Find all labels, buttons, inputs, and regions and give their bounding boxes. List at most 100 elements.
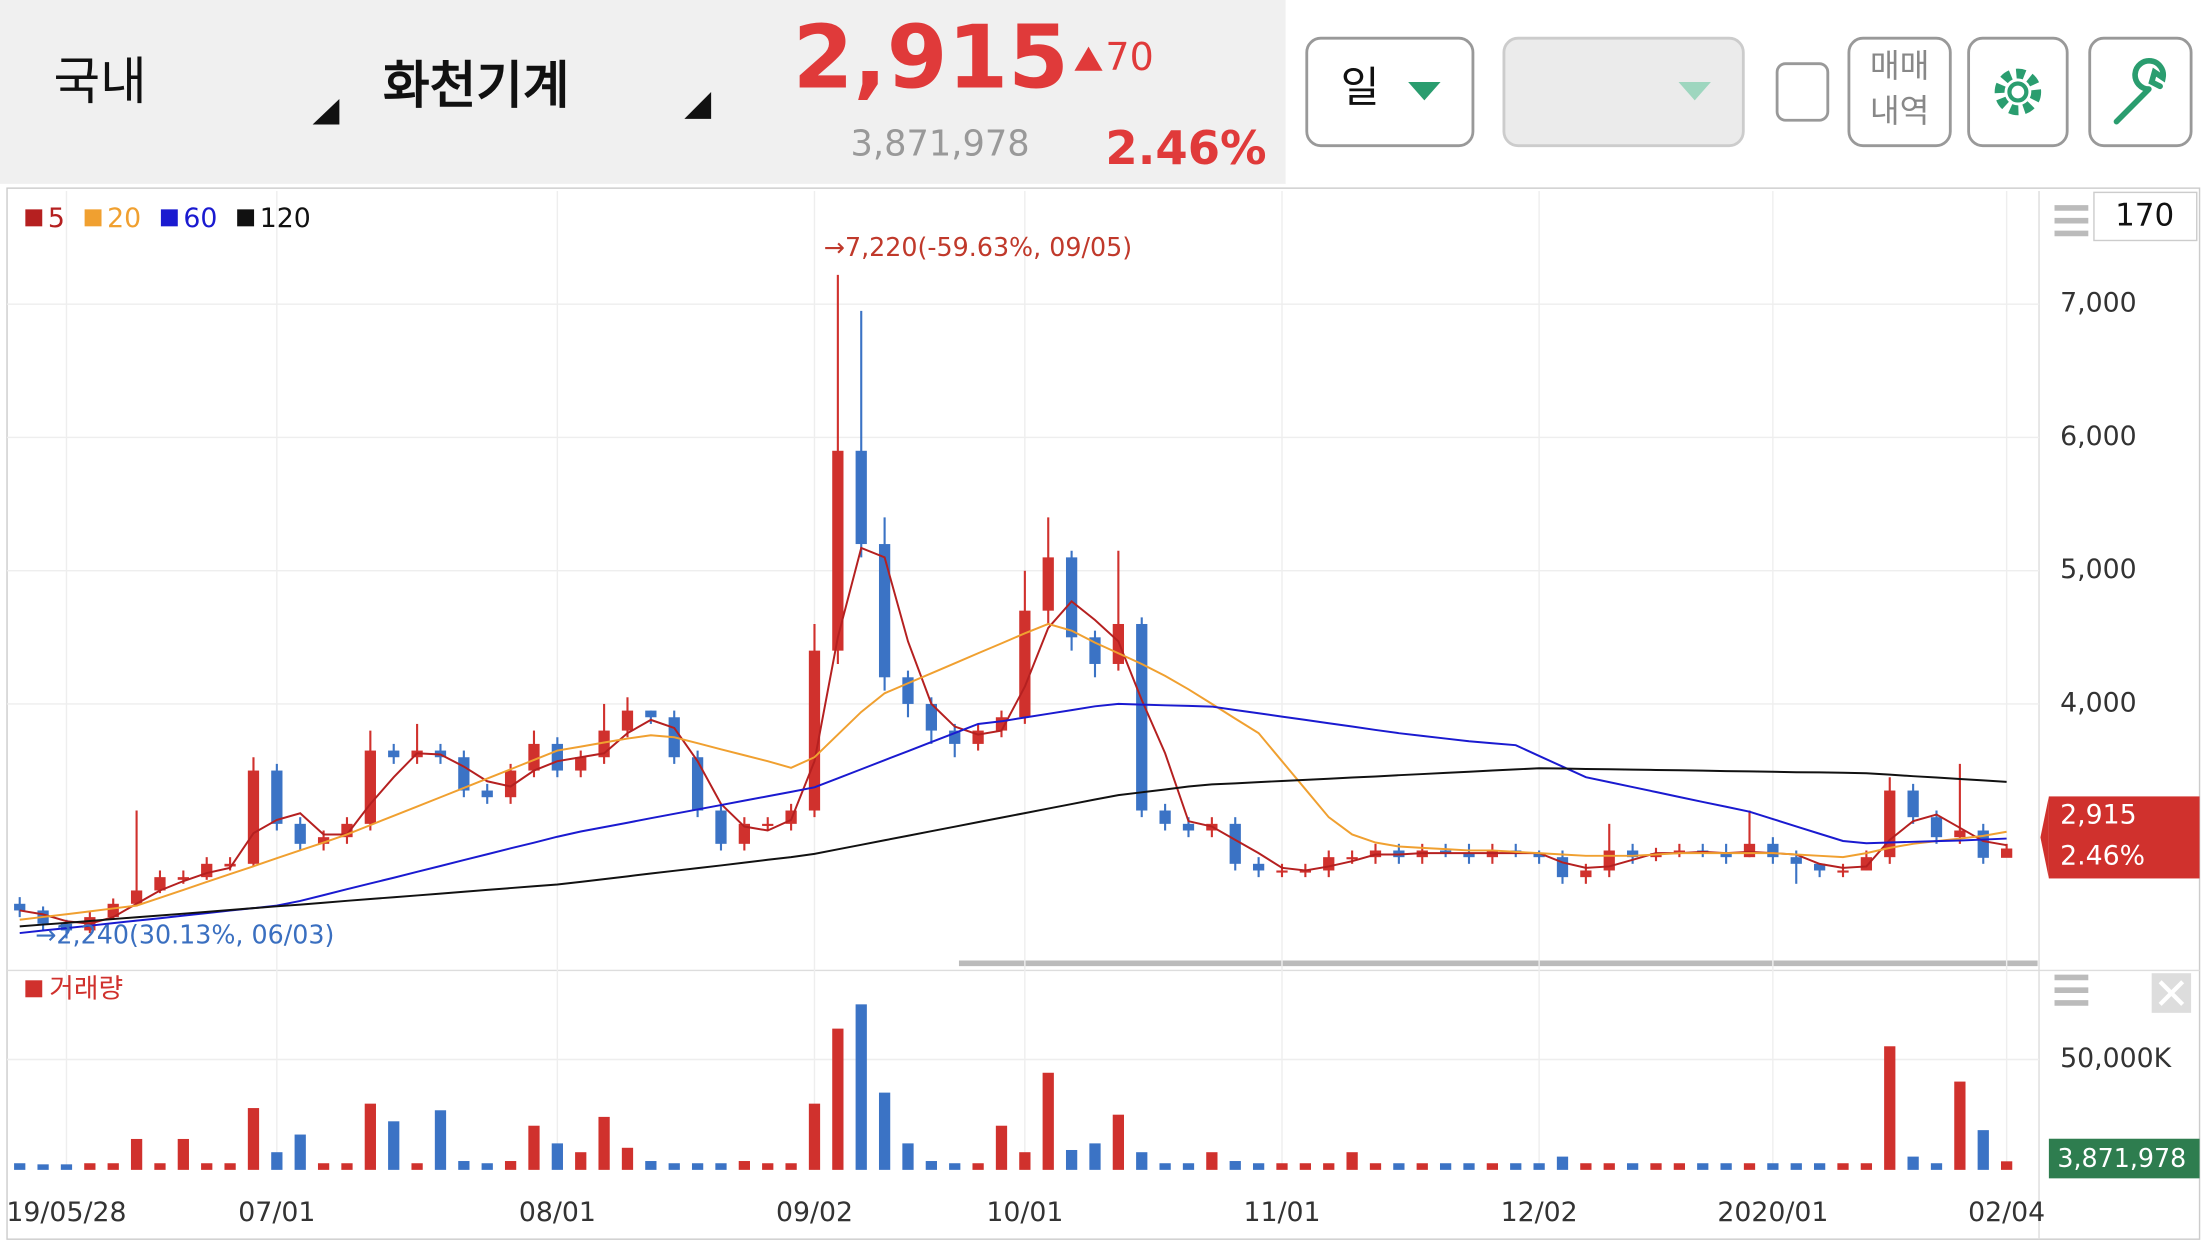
period-select[interactable] xyxy=(1305,36,1475,148)
option-select[interactable] xyxy=(1502,36,1745,148)
volume-bar xyxy=(1580,1163,1592,1170)
volume-box xyxy=(2048,1138,2200,1179)
candle-body xyxy=(785,810,797,824)
price-box xyxy=(2048,796,2200,879)
count-box[interactable] xyxy=(2093,191,2198,242)
volume-bar xyxy=(247,1108,260,1170)
volume-bar xyxy=(551,1143,563,1170)
candle-body xyxy=(528,743,540,771)
chart-layer: 4,000 5,000 6,000 7,000 50,000K 19/05/28 07/01… xyxy=(6,190,2173,1228)
up-arrow xyxy=(1074,46,1103,71)
x-tick-label: 2020/01 xyxy=(1717,1197,1828,1228)
volume-bar xyxy=(364,1103,376,1170)
volume-bar xyxy=(1229,1161,1241,1170)
volume-bar xyxy=(1697,1163,1709,1170)
candle-body xyxy=(738,823,750,844)
close-x xyxy=(2158,980,2185,1006)
change-pct: 2.46% xyxy=(1105,121,1266,175)
candle-body xyxy=(1907,790,1919,818)
legend-label: 거래량 xyxy=(49,974,123,1005)
candle-body xyxy=(1182,823,1195,831)
volume-menu-icon[interactable] xyxy=(2054,974,2089,1006)
volume-bar xyxy=(1065,1149,1078,1170)
volume-bar xyxy=(1650,1163,1662,1170)
candle-body xyxy=(1884,790,1896,858)
settings-button[interactable] xyxy=(1967,36,2069,148)
candle-body xyxy=(1860,857,1873,871)
candle-body xyxy=(1019,610,1031,718)
volume-bar xyxy=(154,1163,166,1170)
candle-body xyxy=(1603,850,1615,871)
candle-body xyxy=(177,877,189,880)
candle-body xyxy=(1837,870,1849,873)
chart-frame xyxy=(6,187,2201,1240)
volume-bar xyxy=(2001,1161,2013,1170)
price-box-pointer xyxy=(2040,796,2049,879)
volume-bar xyxy=(1463,1163,1475,1170)
option-arrow xyxy=(1678,82,1711,101)
trade-history-button[interactable] xyxy=(1847,36,1952,148)
checkbox[interactable] xyxy=(1775,62,1830,122)
stock-name[interactable]: 화천기계 xyxy=(383,56,570,115)
volume-bar xyxy=(317,1163,330,1170)
candle-body xyxy=(1136,623,1148,811)
volume-bar xyxy=(1299,1163,1311,1170)
market[interactable]: 국내 xyxy=(54,52,147,111)
candle-body xyxy=(1229,823,1241,864)
volume-bar xyxy=(668,1163,680,1170)
volume-bar xyxy=(1159,1163,1171,1170)
x-tick-label: 02/04 xyxy=(1968,1197,2045,1228)
volume-bar xyxy=(691,1163,704,1170)
volume-bar xyxy=(1790,1163,1802,1170)
volume-bar xyxy=(1930,1163,1943,1170)
volume-bar xyxy=(738,1161,750,1170)
volume-bar xyxy=(1416,1163,1428,1170)
volume-bar xyxy=(37,1164,49,1170)
volume-bar xyxy=(130,1138,143,1170)
candle-body xyxy=(832,450,844,651)
current-price: 2,915 xyxy=(793,6,1069,108)
candle-body xyxy=(598,730,610,758)
volume-bar xyxy=(1720,1163,1732,1170)
volume-bar xyxy=(1813,1163,1826,1170)
volume-bar xyxy=(621,1147,634,1170)
legend-swatch xyxy=(237,209,255,227)
volume-bar xyxy=(1346,1152,1358,1170)
volume-bar xyxy=(201,1163,213,1170)
volume-bar xyxy=(60,1164,73,1170)
candle-body xyxy=(621,710,634,731)
volume-bar xyxy=(1136,1152,1148,1170)
period-label: 일 xyxy=(1341,63,1380,112)
volume-bar xyxy=(1393,1163,1405,1170)
volume-bar xyxy=(271,1152,283,1170)
candle-body xyxy=(130,890,143,904)
candle-body xyxy=(1743,843,1756,858)
tools-button[interactable] xyxy=(2088,36,2193,148)
legend-swatch xyxy=(25,209,43,227)
volume-bar xyxy=(949,1163,961,1170)
wrench-icon xyxy=(2113,58,2167,125)
price-box-pct: 2.46% xyxy=(2060,841,2145,872)
volume-bar xyxy=(925,1161,937,1170)
y-tick-label: 7,000 xyxy=(2060,288,2137,319)
volume-bar xyxy=(1323,1163,1335,1170)
candle-body xyxy=(294,823,306,844)
volume-bar xyxy=(972,1163,984,1170)
volume-bar xyxy=(1439,1163,1452,1170)
low-annotation: →2,240(30.13%, 06/03) xyxy=(35,919,334,949)
volume-bar xyxy=(1510,1163,1522,1170)
y-tick-label: 6,000 xyxy=(2060,421,2137,452)
volume-bar xyxy=(878,1092,891,1170)
volume-bar xyxy=(1743,1163,1756,1170)
x-tick-label: 19/05/28 xyxy=(6,1197,126,1228)
volume-bar xyxy=(504,1161,517,1170)
x-tick-label: 07/01 xyxy=(238,1197,315,1228)
menu-icon[interactable] xyxy=(2054,205,2089,237)
volume-bar xyxy=(341,1163,353,1170)
volume-bar xyxy=(1556,1156,1569,1170)
legend-label: 60 xyxy=(183,203,217,234)
volume-bar xyxy=(575,1152,587,1170)
candle-body xyxy=(1159,810,1171,824)
trade-history-label: 매매 xyxy=(1870,47,1930,85)
